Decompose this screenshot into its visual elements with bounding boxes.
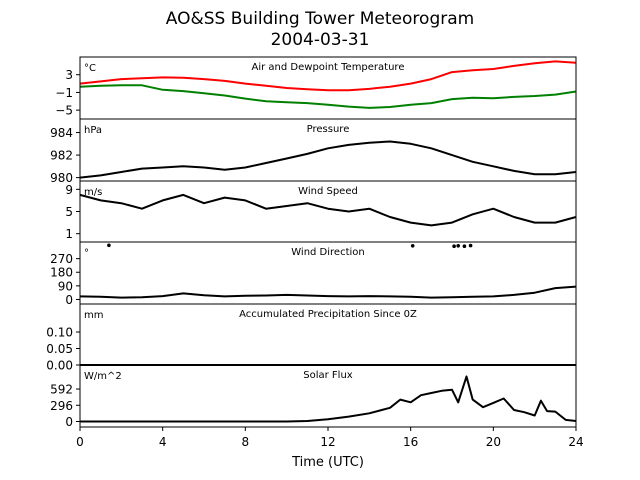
pressure-y-tick-label: 980 — [50, 171, 73, 185]
air-dewpoint-title: Air and Dewpoint Temperature — [252, 62, 405, 73]
wind-direction-series-0-line — [79, 285, 577, 299]
wind-direction-scatter-point — [468, 243, 473, 248]
figure-title: AO&SS Building Tower Meteorogram — [166, 9, 474, 29]
pressure-y-tick-label: 982 — [50, 149, 73, 163]
air-dewpoint-y-tick-label: −5 — [55, 104, 73, 118]
panel-precipitation: 0.00 0.05 0.10 mm Accumulated Precipitation … — [46, 303, 577, 373]
wind-direction-unit-label: ° — [84, 248, 89, 259]
pressure-unit-label: hPa — [84, 125, 102, 136]
precipitation-y-tick-label: 0.00 — [46, 359, 73, 373]
x-tick-label: 16 — [403, 435, 418, 449]
solar-flux-y-tick-label: 296 — [50, 399, 73, 413]
figure-subtitle: 2004-03-31 — [271, 30, 370, 50]
wind-direction-y-tick-label: 90 — [58, 279, 73, 293]
panel-air-dewpoint: 3 −1 −5 °C Air and Dewpoint Temperature — [55, 56, 577, 120]
x-tick-label: 24 — [568, 435, 583, 449]
precipitation-unit-label: mm — [84, 310, 103, 321]
wind-direction-scatter-point — [456, 244, 461, 248]
wind-speed-series-0-line — [79, 193, 577, 227]
panel-solar-flux: 0 296 592 W/m^2 Solar Flux — [50, 364, 577, 429]
precipitation-title: Accumulated Precipitation Since 0Z — [239, 309, 417, 320]
wind-speed-y-tick-label: 9 — [65, 183, 73, 197]
wind-speed-title: Wind Speed — [298, 186, 358, 197]
wind-direction-y-tick-label: 180 — [50, 266, 73, 280]
pressure-y-tick-label: 984 — [50, 126, 73, 140]
solar-flux-title: Solar Flux — [303, 370, 353, 381]
x-tick-label: 4 — [159, 435, 167, 449]
air-dewpoint-y-tick-label: −1 — [55, 86, 73, 100]
x-tick-label: 0 — [76, 435, 84, 449]
air-dewpoint-series-1-line — [79, 84, 577, 109]
wind-speed-unit-label: m/s — [84, 187, 102, 198]
solar-flux-unit-label: W/m^2 — [84, 371, 122, 382]
wind-direction-y-tick-label: 270 — [50, 252, 73, 266]
wind-direction-scatter-point — [462, 244, 467, 248]
wind-direction-scatter-point — [410, 244, 415, 248]
solar-flux-y-tick-label: 592 — [50, 383, 73, 397]
pressure-title: Pressure — [307, 124, 350, 135]
x-tick-label: 8 — [242, 435, 250, 449]
air-dewpoint-unit-label: °C — [84, 63, 96, 74]
precipitation-y-tick-label: 0.05 — [46, 342, 73, 356]
air-dewpoint-series-0-line — [79, 60, 577, 92]
panel-wind-speed: 1 5 9 m/s Wind Speed — [65, 180, 577, 243]
wind-direction-scatter-point — [107, 243, 111, 248]
pressure-series-0-line — [79, 140, 577, 179]
precipitation-y-tick-label: 0.10 — [46, 326, 73, 340]
wind-speed-y-tick-label: 1 — [65, 227, 73, 241]
x-axis-label: Time (UTC) — [291, 455, 364, 470]
panels: 3−1−5°C Air and Dewpoint Temperature98098… — [46, 56, 577, 429]
wind-direction-scatter-point — [452, 244, 456, 248]
wind-speed-y-tick-label: 5 — [65, 205, 73, 219]
panel-pressure: 980 982 984 hPa Pressure — [50, 118, 577, 185]
x-tick-label: 20 — [486, 435, 501, 449]
solar-flux-y-tick-label: 0 — [65, 415, 73, 429]
solar-flux-series-0-line — [80, 375, 577, 423]
x-tick-label: 12 — [320, 435, 335, 449]
wind-direction-title: Wind Direction — [291, 247, 365, 258]
air-dewpoint-y-tick-label: 3 — [65, 68, 73, 82]
x-axis: 0 4 8 12 16 20 24 — [76, 427, 584, 449]
wind-direction-y-tick-label: 0 — [65, 293, 73, 307]
